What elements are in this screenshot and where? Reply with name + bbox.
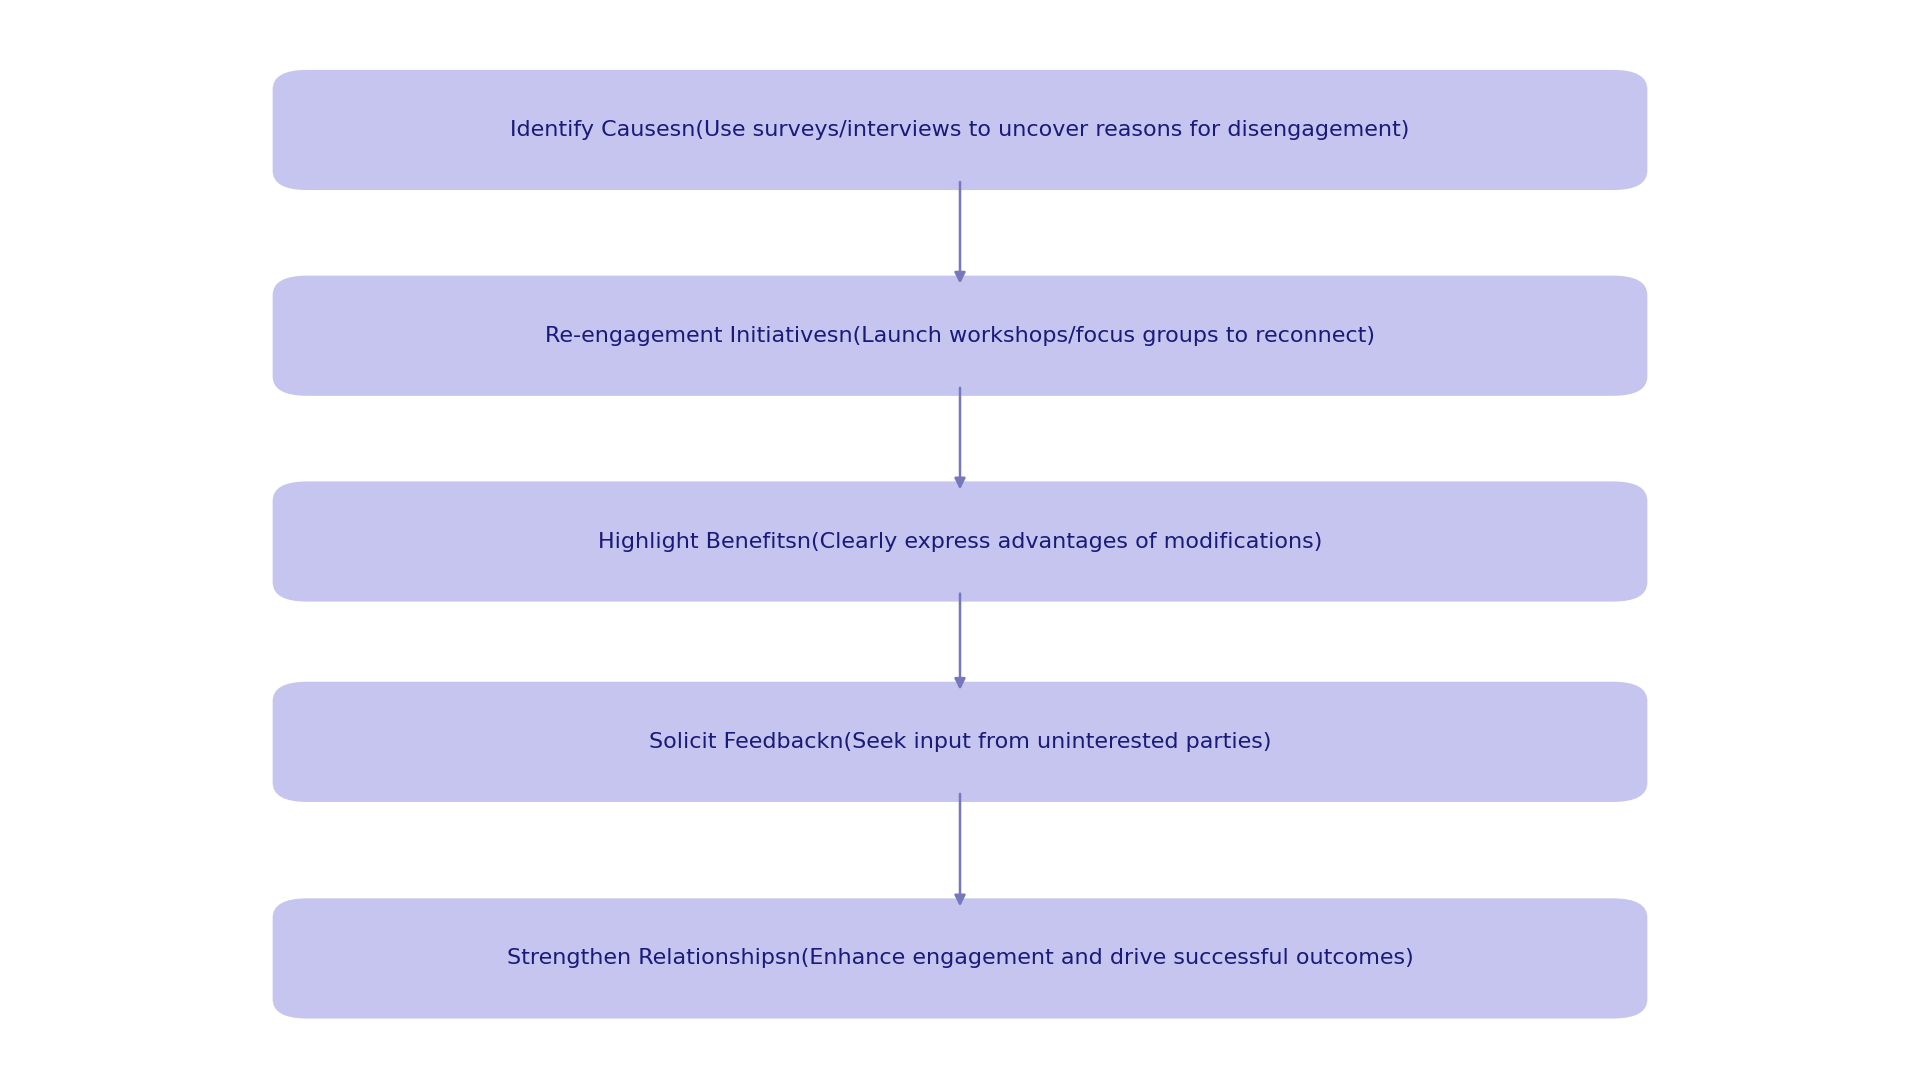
Text: Solicit Feedbackn(Seek input from uninterested parties): Solicit Feedbackn(Seek input from uninte… [649,732,1271,752]
FancyBboxPatch shape [273,899,1647,1018]
FancyBboxPatch shape [273,276,1647,396]
FancyBboxPatch shape [273,70,1647,191]
Text: Identify Causesn(Use surveys/interviews to uncover reasons for disengagement): Identify Causesn(Use surveys/interviews … [511,120,1409,140]
FancyBboxPatch shape [273,682,1647,801]
Text: Strengthen Relationshipsn(Enhance engagement and drive successful outcomes): Strengthen Relationshipsn(Enhance engage… [507,949,1413,968]
Text: Highlight Benefitsn(Clearly express advantages of modifications): Highlight Benefitsn(Clearly express adva… [597,532,1323,551]
FancyBboxPatch shape [273,481,1647,602]
Text: Re-engagement Initiativesn(Launch workshops/focus groups to reconnect): Re-engagement Initiativesn(Launch worksh… [545,326,1375,345]
